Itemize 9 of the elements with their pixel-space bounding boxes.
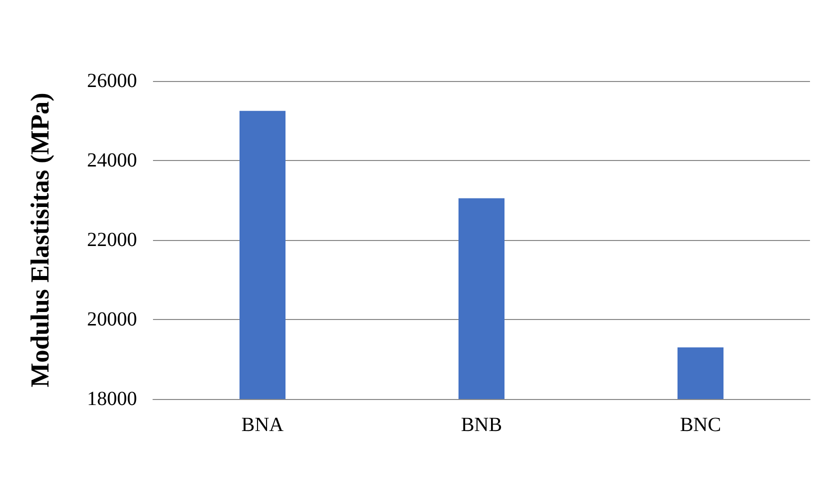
y-tick-label: 20000: [87, 308, 137, 330]
y-axis-title: Modulus Elastisitas (MPa): [26, 92, 54, 388]
y-tick-label: 18000: [87, 388, 137, 410]
y-tick-label: 22000: [87, 229, 137, 251]
y-tick-label: 26000: [87, 70, 137, 92]
x-tick-label: BNC: [680, 414, 722, 436]
x-tick-label: BNA: [241, 414, 284, 436]
y-tick-label: 24000: [87, 150, 137, 172]
x-tick-label: BNB: [460, 414, 502, 436]
